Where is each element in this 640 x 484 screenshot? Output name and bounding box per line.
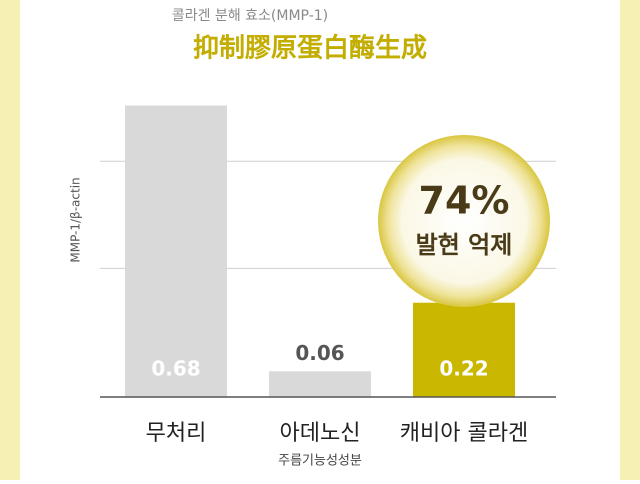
y-axis-label: MMP-1/β-actin: [69, 177, 83, 262]
x-tick-label: 캐비아 콜라겐: [400, 421, 528, 446]
side-band: [0, 0, 20, 480]
value-label: 0.68: [151, 357, 200, 381]
x-tick-label: 무처리: [146, 421, 207, 446]
badge: [378, 135, 550, 307]
bar: [125, 105, 227, 398]
chart-subtitle: 콜라겐 분해 효소(MMP-1): [172, 8, 328, 24]
x-tick-sublabel: 주름기능성성분: [278, 454, 362, 469]
chart-title: 抑制膠原蛋白酶生成: [193, 33, 427, 64]
annotation-value: 74%: [419, 179, 510, 223]
value-label: 0.06: [295, 341, 344, 365]
value-label: 0.22: [439, 357, 488, 381]
bar: [413, 302, 515, 397]
x-tick-label: 아데노신: [280, 421, 361, 446]
side-band: [620, 0, 640, 480]
annotation-text: 발현 억제: [416, 231, 513, 259]
bar: [269, 371, 371, 397]
